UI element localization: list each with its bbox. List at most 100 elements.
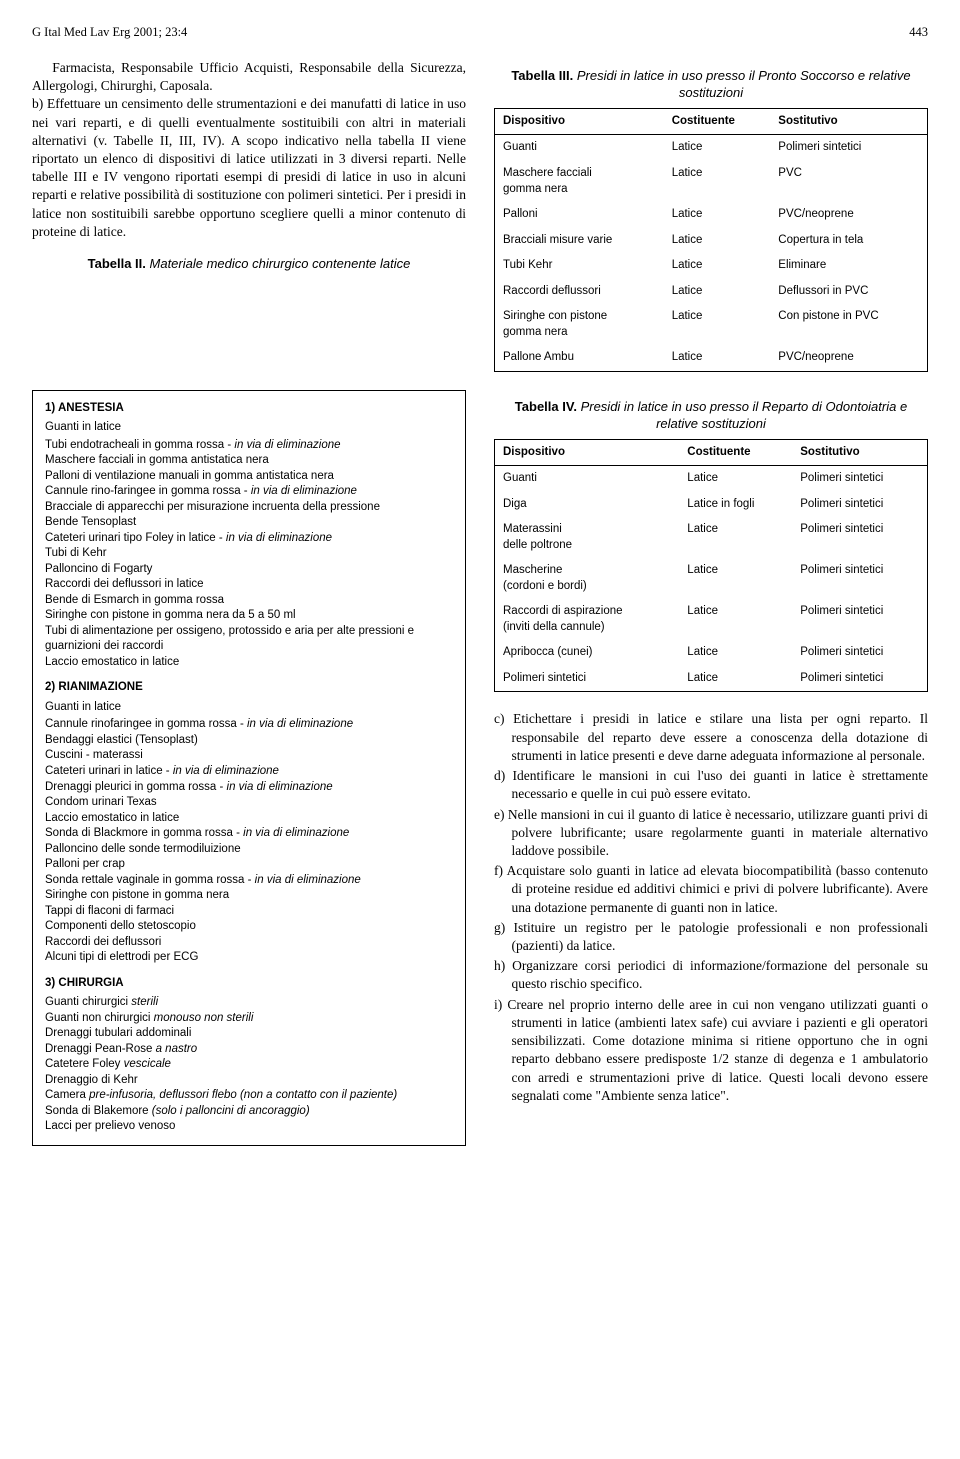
item-i: i) Creare nel proprio interno delle aree… [494, 996, 928, 1105]
intro-paragraph-1: Farmacista, Responsabile Ufficio Acquist… [32, 59, 466, 95]
list-item: Cannule rino-faringee in gomma rossa - i… [45, 484, 453, 500]
table-row: DigaLatice in fogliPolimeri sintetici [495, 492, 928, 518]
list-item: Bendaggi elastici (Tensoplast) [45, 733, 453, 749]
table-cell: Bracciali misure varie [495, 228, 664, 254]
table-cell: Latice [679, 558, 792, 599]
box-section-title: 1) ANESTESIA [45, 401, 453, 417]
table3-h1: Costituente [664, 108, 771, 135]
list-item: Alcuni tipi di elettrodi per ECG [45, 950, 453, 966]
table4-h0: Dispositivo [495, 439, 680, 466]
list-item: Bracciale di apparecchi per misurazione … [45, 500, 453, 516]
item-h: h) Organizzare corsi periodici di inform… [494, 957, 928, 993]
table-cell: Latice [664, 279, 771, 305]
table-row: Raccordi deflussoriLaticeDeflussori in P… [495, 279, 928, 305]
item-e: e) Nelle mansioni in cui il guanto di la… [494, 806, 928, 861]
table-cell: Deflussori in PVC [770, 279, 927, 305]
table-cell: Latice [679, 666, 792, 692]
left-intro-col: Farmacista, Responsabile Ufficio Acquist… [32, 59, 466, 390]
right-bottom-col: Tabella IV. Presidi in latice in uso pre… [494, 390, 928, 1160]
box-item-list: Tubi endotracheali in gomma rossa - in v… [45, 438, 453, 671]
list-item: Siringhe con pistone in gomma nera da 5 … [45, 608, 453, 624]
item-c: c) Etichettare i presidi in latice e sti… [494, 710, 928, 765]
table-cell: Latice [664, 304, 771, 345]
table3-caption-rest: Presidi in latice in uso presso il Pront… [577, 68, 911, 101]
table-cell: Raccordi di aspirazione(inviti della can… [495, 599, 680, 640]
table-cell: Guanti [495, 466, 680, 492]
list-item: Componenti dello stetoscopio [45, 919, 453, 935]
item-g: g) Istituire un registro per le patologi… [494, 919, 928, 955]
page-number: 443 [909, 24, 928, 41]
table3: Dispositivo Costituente Sostitutivo Guan… [494, 108, 928, 372]
list-item: Drenaggi Pean-Rose a nastro [45, 1042, 453, 1058]
table-row: Raccordi di aspirazione(inviti della can… [495, 599, 928, 640]
list-item: Cateteri urinari tipo Foley in latice - … [45, 531, 453, 547]
left-bottom-col: 1) ANESTESIA Guanti in latice Tubi endotra… [32, 390, 466, 1160]
list-item: Bende Tensoplast [45, 515, 453, 531]
list-item: Catetere Foley vescicale [45, 1057, 453, 1073]
table-cell: Latice [664, 202, 771, 228]
table-cell: Polimeri sintetici [792, 599, 927, 640]
table-cell: Diga [495, 492, 680, 518]
table-cell: Latice in fogli [679, 492, 792, 518]
box-section-title: 3) CHIRURGIA [45, 976, 453, 992]
list-item: Drenaggi tubulari addominali [45, 1026, 453, 1042]
table-cell: Polimeri sintetici [495, 666, 680, 692]
list-item: Tubi di Kehr [45, 546, 453, 562]
list-item: Condom urinari Texas [45, 795, 453, 811]
list-item: Guanti non chirurgici monouso non steril… [45, 1011, 453, 1027]
table-cell: PVC [770, 161, 927, 202]
list-item: Bende di Esmarch in gomma rossa [45, 593, 453, 609]
table4-h2: Sostitutivo [792, 439, 927, 466]
list-item: Sonda di Blakemore (solo i palloncini di… [45, 1104, 453, 1120]
page-header: G Ital Med Lav Erg 2001; 23:4 443 [32, 24, 928, 41]
lettered-list: c) Etichettare i presidi in latice e sti… [494, 710, 928, 1105]
table-cell: Apribocca (cunei) [495, 640, 680, 666]
table-cell: Mascherine(cordoni e bordi) [495, 558, 680, 599]
list-item: Drenaggio di Kehr [45, 1073, 453, 1089]
table-cell: Polimeri sintetici [792, 466, 927, 492]
box-item-list: Guanti chirurgici steriliGuanti non chir… [45, 995, 453, 1135]
table-cell: Con pistone in PVC [770, 304, 927, 345]
top-columns: Farmacista, Responsabile Ufficio Acquist… [32, 59, 928, 390]
list-item: Siringhe con pistone in gomma nera [45, 888, 453, 904]
bottom-columns: 1) ANESTESIA Guanti in latice Tubi endotra… [32, 390, 928, 1160]
table-row: GuantiLaticePolimeri sintetici [495, 135, 928, 161]
table2-caption: Tabella II. Materiale medico chirurgico … [32, 255, 466, 273]
table-row: GuantiLaticePolimeri sintetici [495, 466, 928, 492]
table-row: Tubi KehrLaticeEliminare [495, 253, 928, 279]
table-cell: Raccordi deflussori [495, 279, 664, 305]
box-subhead: Guanti in latice [45, 420, 453, 436]
list-item: Raccordi dei deflussori [45, 935, 453, 951]
table-row: Apribocca (cunei)LaticePolimeri sintetic… [495, 640, 928, 666]
table-cell: Polimeri sintetici [792, 492, 927, 518]
table2-caption-bold: Tabella II. [88, 256, 146, 271]
table3-h2: Sostitutivo [770, 108, 927, 135]
table-cell: Pallone Ambu [495, 345, 664, 371]
list-item: Guanti chirurgici sterili [45, 995, 453, 1011]
box-section-title: 2) RIANIMAZIONE [45, 680, 453, 696]
list-item: Raccordi dei deflussori in latice [45, 577, 453, 593]
table-cell: Latice [664, 345, 771, 371]
table4-caption-bold: Tabella IV. [515, 399, 577, 414]
list-item: Palloncino di Fogarty [45, 562, 453, 578]
list-item: Camera pre-infusoria, deflussori flebo (… [45, 1088, 453, 1104]
table-cell: Copertura in tela [770, 228, 927, 254]
table-cell: Latice [664, 253, 771, 279]
table-cell: Polimeri sintetici [792, 558, 927, 599]
list-item: Palloni per crap [45, 857, 453, 873]
table3-caption: Tabella III. Presidi in latice in uso pr… [494, 67, 928, 102]
table4-caption-rest: Presidi in latice in uso presso il Repar… [581, 399, 908, 432]
table-cell: Palloni [495, 202, 664, 228]
list-item: Tubi endotracheali in gomma rossa - in v… [45, 438, 453, 454]
table-row: Polimeri sinteticiLaticePolimeri sinteti… [495, 666, 928, 692]
table2-caption-rest: Materiale medico chirurgico contenente l… [150, 256, 411, 271]
list-item: Palloncino delle sonde termodiluizione [45, 842, 453, 858]
table-cell: Latice [664, 161, 771, 202]
list-item: Cannule rinofaringee in gomma rossa - in… [45, 717, 453, 733]
table-cell: PVC/neoprene [770, 345, 927, 371]
list-item: Laccio emostatico in latice [45, 655, 453, 671]
item-d: d) Identificare le mansioni in cui l'uso… [494, 767, 928, 803]
list-item: Maschere facciali in gomma antistatica n… [45, 453, 453, 469]
list-item: Tappi di flaconi di farmaci [45, 904, 453, 920]
box-subhead: Guanti in latice [45, 700, 453, 716]
